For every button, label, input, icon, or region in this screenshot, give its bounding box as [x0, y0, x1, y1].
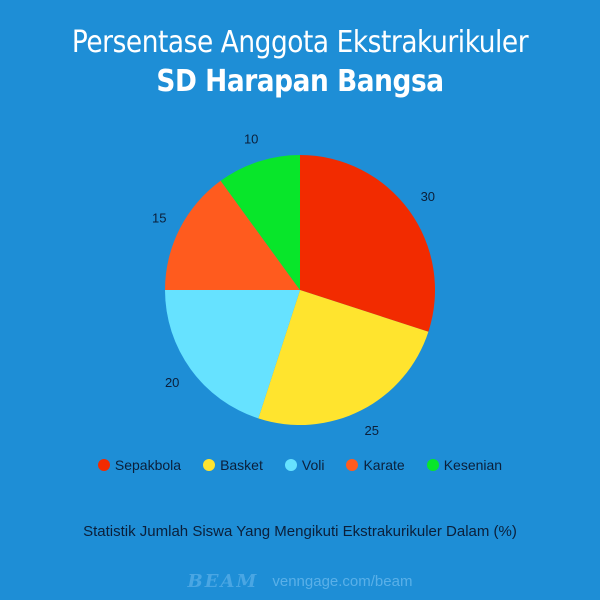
legend-swatch [203, 459, 216, 471]
pie-slice-sepakbola [300, 155, 435, 332]
legend-item-sepakbola: Sepakbola [97, 457, 182, 473]
data-label-sepakbola: 30 [421, 189, 435, 204]
chart-title-block: Persentase Anggota Ekstrakurikuler SD Ha… [0, 24, 600, 102]
brand-logo: BEAM [187, 571, 259, 592]
legend-label: Basket [220, 457, 263, 473]
chart-caption: Statistik Jumlah Siswa Yang Mengikuti Ek… [83, 523, 517, 540]
legend-label: Sepakbola [114, 457, 182, 473]
data-label-karate: 15 [152, 210, 166, 225]
legend-item-kesenian: Kesenian [426, 457, 503, 473]
pie-slice-karate [165, 180, 300, 290]
legend-label: Kesenian [443, 457, 503, 473]
data-label-kesenian: 10 [244, 132, 258, 147]
pie-slice-kesenian [220, 155, 300, 290]
chart-subtitle: SD Harapan Bangsa [156, 64, 444, 99]
pie-slice-voli [165, 290, 300, 419]
legend-label: Karate [363, 457, 405, 473]
chart-title: Persentase Anggota Ekstrakurikuler [71, 25, 529, 60]
legend-item-karate: Karate [346, 457, 405, 473]
data-label-voli: 20 [165, 375, 179, 390]
data-label-basket: 25 [364, 423, 378, 438]
legend-swatch [346, 459, 359, 471]
chart-legend: Sepakbola Basket Voli Karate Kesenian [0, 457, 600, 473]
legend-item-basket: Basket [203, 457, 263, 473]
legend-swatch [97, 459, 110, 471]
footer-url: venngage.com/beam [272, 573, 413, 590]
legend-swatch [284, 459, 297, 471]
legend-item-voli: Voli [284, 457, 325, 473]
footer: BEAM venngage.com/beam [0, 571, 600, 592]
legend-label: Voli [301, 457, 325, 473]
pie-slice-basket [258, 290, 429, 425]
legend-swatch [426, 459, 439, 471]
